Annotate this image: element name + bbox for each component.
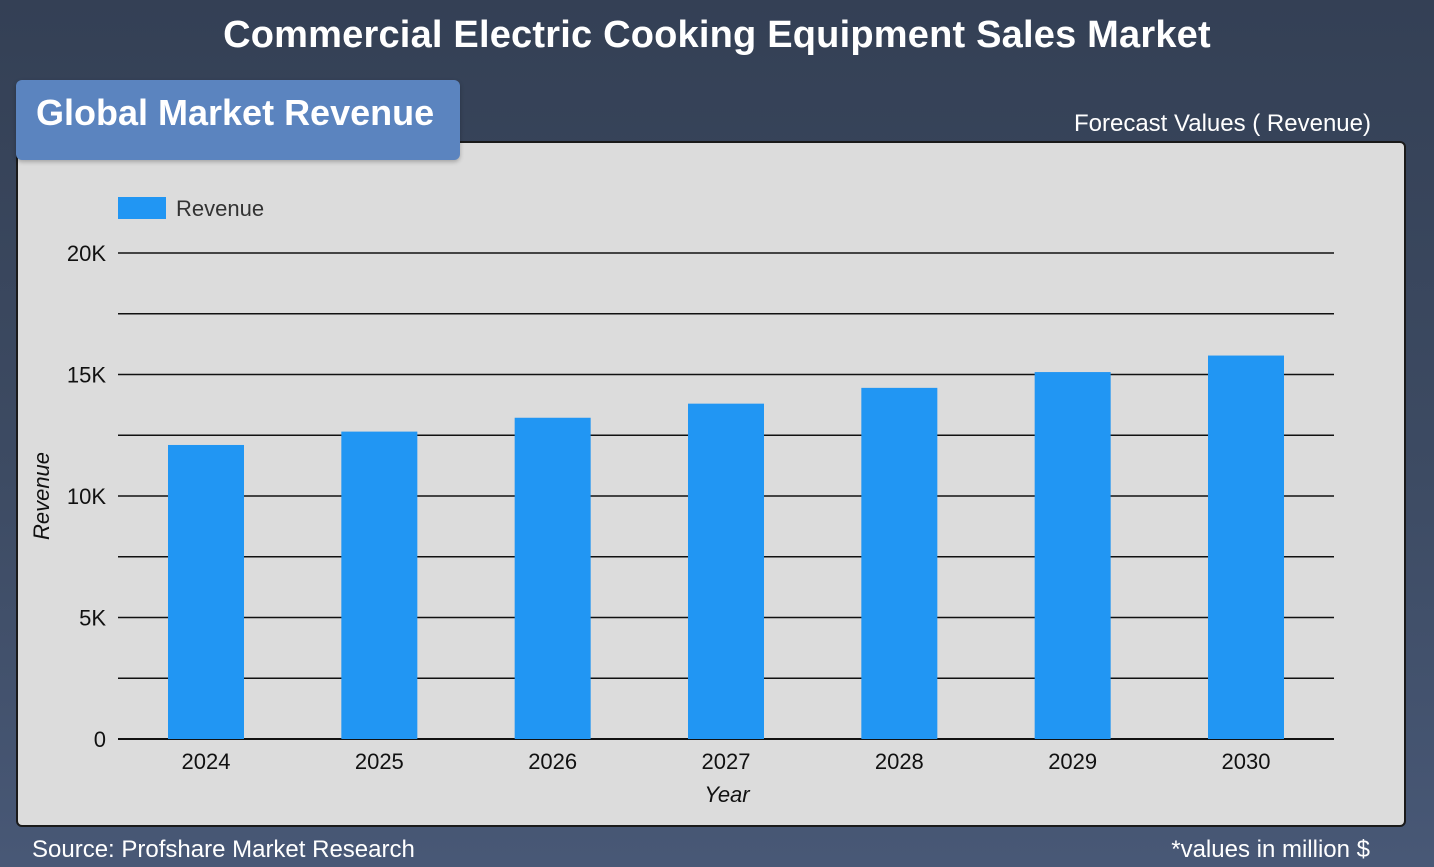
bar-2025	[341, 431, 418, 739]
legend-swatch	[118, 197, 166, 219]
bar-2026	[514, 417, 591, 739]
bar-2024	[168, 444, 244, 739]
y-tick-label: 10K	[67, 484, 106, 509]
bar-2027	[688, 403, 764, 739]
y-tick-label: 0	[94, 727, 106, 752]
y-tick-label: 5K	[79, 606, 106, 631]
x-tick-labels: 2024 2025 2026 2027 2028 2029 2030	[182, 749, 1271, 774]
forecast-label: Forecast Values ( Revenue)	[1073, 110, 1371, 137]
x-tick-label: 2028	[875, 749, 924, 774]
x-tick-label: 2026	[528, 749, 577, 774]
x-tick-label: 2027	[702, 749, 751, 774]
units-note: *values in million $	[1171, 836, 1370, 863]
x-tick-label: 2030	[1222, 749, 1271, 774]
legend-label: Revenue	[176, 196, 264, 221]
bars	[168, 355, 1284, 739]
bar-2030	[1208, 355, 1284, 739]
y-tick-label: 15K	[67, 363, 106, 388]
x-tick-label: 2029	[1048, 749, 1097, 774]
legend: Revenue	[118, 196, 264, 221]
y-tick-labels: 0 5K 10K 15K 20K	[67, 241, 106, 752]
bar-2029	[1034, 372, 1111, 739]
page-title: Commercial Electric Cooking Equipment Sa…	[223, 14, 1211, 56]
y-tick-label: 20K	[67, 241, 106, 266]
x-axis-label: Year	[704, 782, 751, 807]
x-tick-label: 2025	[355, 749, 404, 774]
subtitle-banner: Global Market Revenue	[16, 80, 460, 160]
bar-2028	[861, 387, 938, 739]
y-axis-label: Revenue	[29, 452, 54, 540]
subtitle-text: Global Market Revenue	[36, 92, 435, 133]
source-note: Source: Profshare Market Research	[32, 836, 415, 863]
x-tick-label: 2024	[182, 749, 231, 774]
